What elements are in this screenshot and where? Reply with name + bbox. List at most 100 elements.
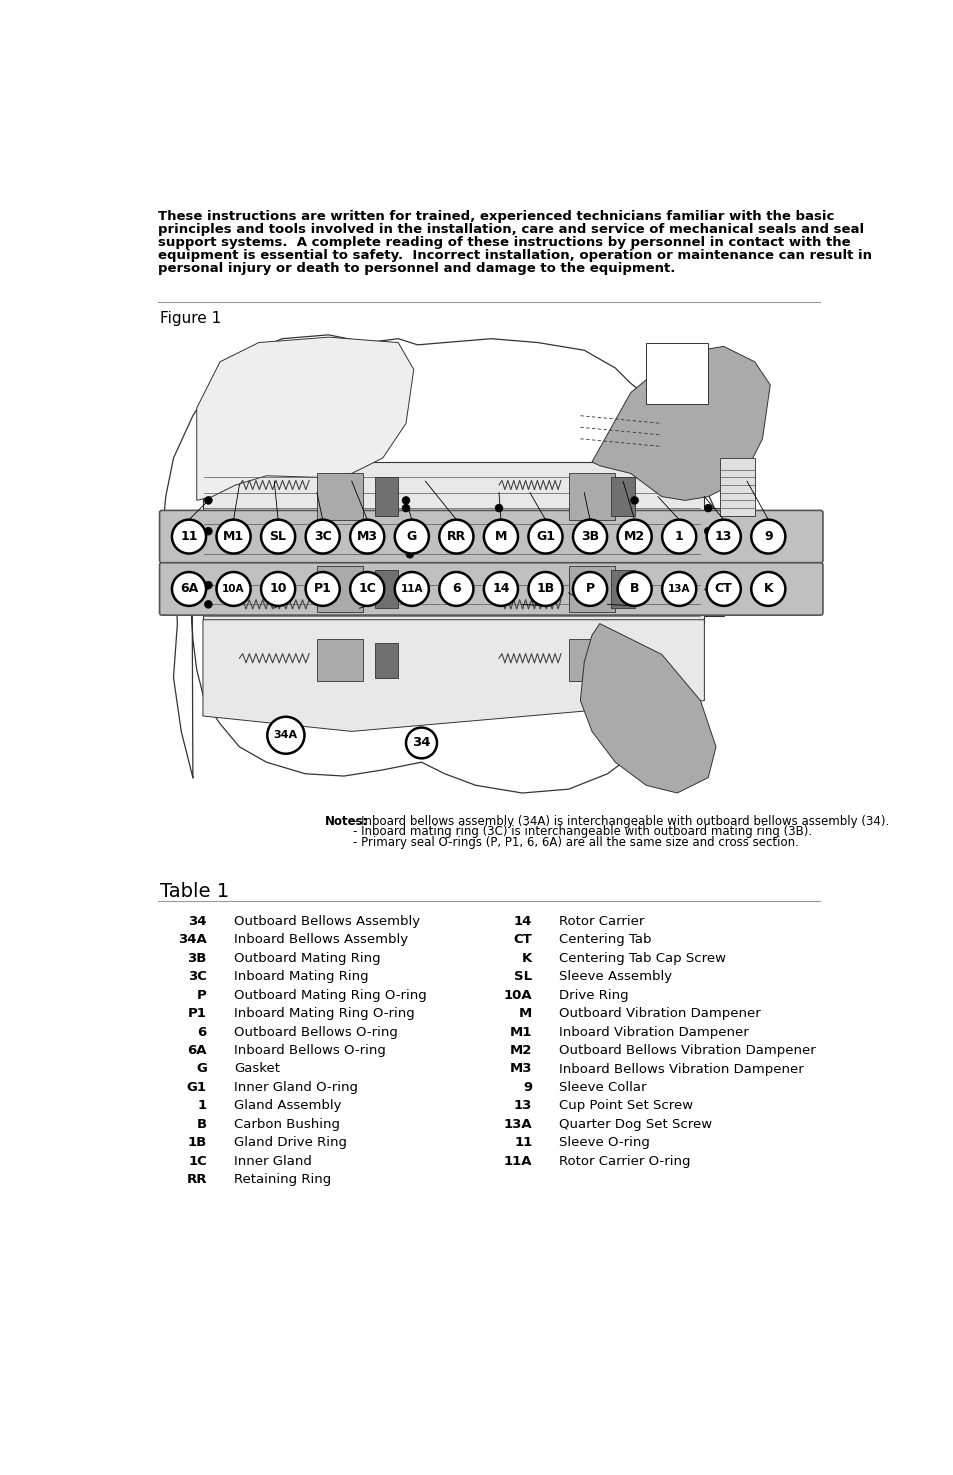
Text: Sleeve Collar: Sleeve Collar (558, 1081, 646, 1094)
Text: Notes:: Notes: (324, 814, 368, 827)
Text: G: G (406, 530, 416, 543)
Text: Rotor Carrier O-ring: Rotor Carrier O-ring (558, 1155, 690, 1168)
Text: Quarter Dog Set Screw: Quarter Dog Set Screw (558, 1118, 712, 1131)
Text: Gasket: Gasket (233, 1062, 279, 1075)
Ellipse shape (750, 519, 784, 553)
Text: Inboard Bellows Vibration Dampener: Inboard Bellows Vibration Dampener (558, 1062, 803, 1075)
Text: 6A: 6A (187, 1044, 207, 1058)
Text: 3B: 3B (187, 951, 207, 965)
Ellipse shape (573, 519, 606, 553)
Text: These instructions are written for trained, experienced technicians familiar wit: These instructions are written for train… (158, 209, 834, 223)
FancyBboxPatch shape (159, 563, 822, 615)
Bar (568, 639, 615, 681)
Text: Outboard Mating Ring O-ring: Outboard Mating Ring O-ring (233, 988, 426, 1002)
Ellipse shape (305, 519, 339, 553)
Text: Inboard Vibration Dampener: Inboard Vibration Dampener (558, 1025, 748, 1038)
Polygon shape (196, 338, 414, 500)
Bar (611, 643, 634, 677)
Text: 34: 34 (188, 914, 207, 928)
Ellipse shape (483, 519, 517, 553)
Text: 3C: 3C (188, 971, 207, 984)
Ellipse shape (439, 519, 473, 553)
Bar (568, 473, 615, 519)
Text: 6A: 6A (180, 583, 198, 596)
Text: 11: 11 (180, 530, 197, 543)
Text: Inner Gland: Inner Gland (233, 1155, 312, 1168)
Text: Retaining Ring: Retaining Ring (233, 1174, 331, 1186)
Ellipse shape (573, 572, 606, 606)
Text: 3B: 3B (580, 530, 598, 543)
Bar (316, 566, 363, 612)
Text: K: K (521, 951, 532, 965)
Text: Table 1: Table 1 (159, 882, 229, 901)
Ellipse shape (406, 727, 436, 758)
Text: 13: 13 (514, 1099, 532, 1112)
Ellipse shape (706, 572, 740, 606)
Text: 10: 10 (269, 583, 287, 596)
Text: Outboard Mating Ring: Outboard Mating Ring (233, 951, 380, 965)
Text: Outboard Vibration Dampener: Outboard Vibration Dampener (558, 1007, 760, 1021)
Text: B: B (196, 1118, 207, 1131)
Text: principles and tools involved in the installation, care and service of mechanica: principles and tools involved in the ins… (158, 223, 863, 236)
Bar (316, 473, 363, 519)
Text: M3: M3 (356, 530, 377, 543)
Text: 1C: 1C (188, 1155, 207, 1168)
Text: M1: M1 (223, 530, 244, 543)
Text: 11: 11 (514, 1136, 532, 1149)
Ellipse shape (617, 519, 651, 553)
Text: M3: M3 (509, 1062, 532, 1075)
Ellipse shape (528, 519, 562, 553)
Text: Figure 1: Figure 1 (159, 311, 220, 326)
Text: Rotor Carrier: Rotor Carrier (558, 914, 644, 928)
Circle shape (703, 504, 711, 512)
Text: 6: 6 (197, 1025, 207, 1038)
Text: Cup Point Set Screw: Cup Point Set Screw (558, 1099, 693, 1112)
Text: B: B (629, 583, 639, 596)
Text: Outboard Bellows O-ring: Outboard Bellows O-ring (233, 1025, 397, 1038)
Text: personal injury or death to personnel and damage to the equipment.: personal injury or death to personnel an… (158, 263, 675, 276)
Polygon shape (579, 624, 716, 794)
Ellipse shape (350, 572, 384, 606)
Ellipse shape (350, 519, 384, 553)
Text: 9: 9 (763, 530, 772, 543)
Bar (720, 459, 754, 516)
Circle shape (703, 528, 711, 535)
Ellipse shape (261, 519, 294, 553)
Ellipse shape (261, 572, 294, 606)
Bar (611, 478, 634, 516)
Bar (645, 342, 707, 404)
Circle shape (204, 581, 212, 589)
Text: 1B: 1B (188, 1136, 207, 1149)
Ellipse shape (661, 519, 696, 553)
Text: CT: CT (513, 934, 532, 945)
Ellipse shape (395, 519, 429, 553)
Ellipse shape (483, 572, 517, 606)
Text: Inboard Mating Ring: Inboard Mating Ring (233, 971, 368, 984)
Text: K: K (762, 583, 772, 596)
Text: 6: 6 (452, 583, 460, 596)
Ellipse shape (528, 572, 562, 606)
Text: 11A: 11A (400, 584, 422, 594)
Text: support systems.  A complete reading of these instructions by personnel in conta: support systems. A complete reading of t… (158, 236, 850, 249)
Polygon shape (592, 347, 769, 500)
Text: Carbon Bushing: Carbon Bushing (233, 1118, 339, 1131)
Text: RR: RR (186, 1174, 207, 1186)
Circle shape (204, 497, 212, 504)
Text: P: P (197, 988, 207, 1002)
Ellipse shape (395, 572, 429, 606)
Text: Drive Ring: Drive Ring (558, 988, 628, 1002)
Text: Gland Drive Ring: Gland Drive Ring (233, 1136, 347, 1149)
Text: 34A: 34A (274, 730, 297, 740)
Text: M: M (495, 530, 507, 543)
Text: Sleeve Assembly: Sleeve Assembly (558, 971, 672, 984)
Text: - Inboard mating ring (3C) is interchangeable with outboard mating ring (3B).: - Inboard mating ring (3C) is interchang… (353, 826, 812, 838)
Text: Gland Assembly: Gland Assembly (233, 1099, 341, 1112)
Ellipse shape (267, 717, 304, 754)
Circle shape (402, 497, 410, 504)
FancyBboxPatch shape (159, 510, 822, 563)
Text: 13A: 13A (667, 584, 690, 594)
Text: 1B: 1B (536, 583, 554, 596)
Bar (568, 566, 615, 612)
Text: Inboard Mating Ring O-ring: Inboard Mating Ring O-ring (233, 1007, 415, 1021)
Bar (375, 569, 397, 608)
